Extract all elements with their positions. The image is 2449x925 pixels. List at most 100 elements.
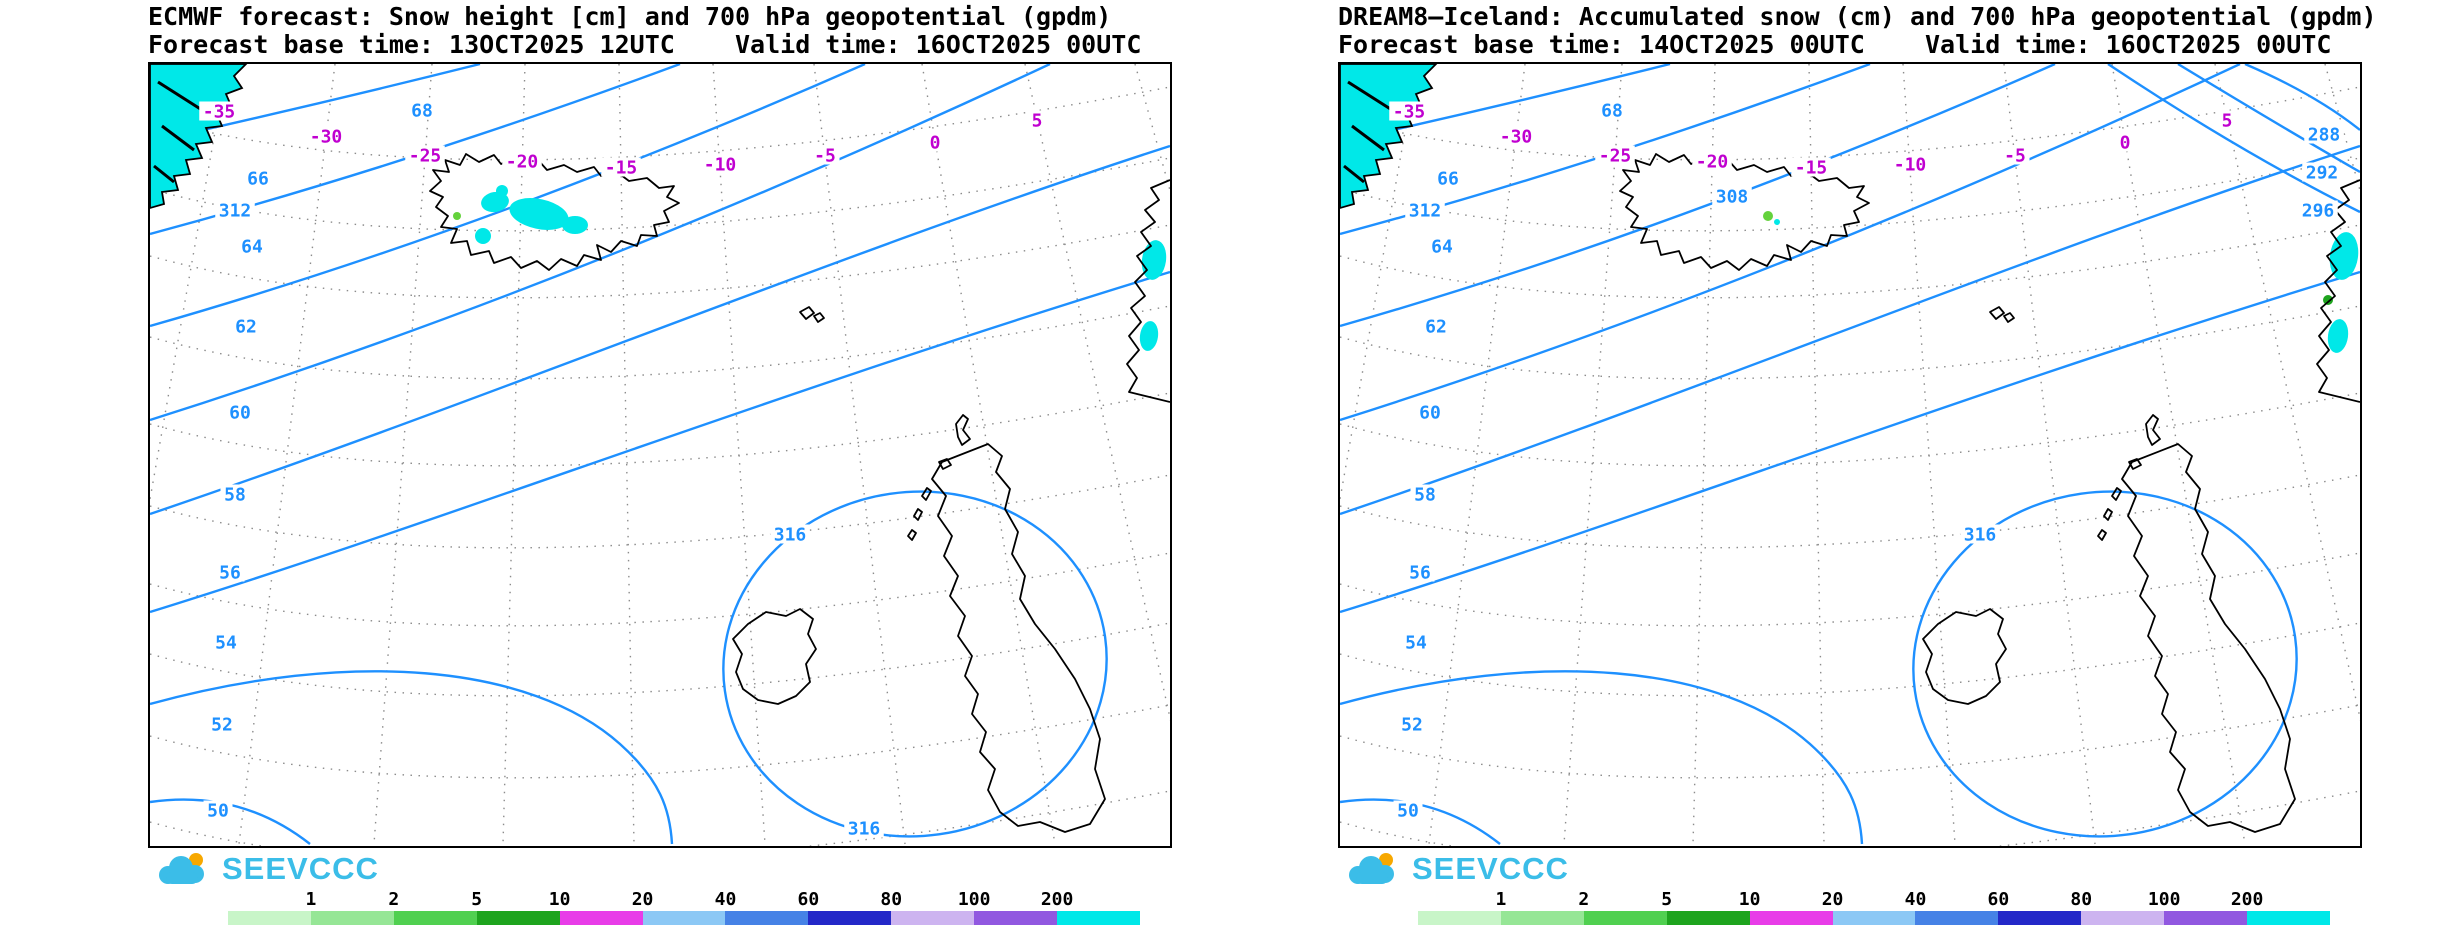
latitude-label: 66 bbox=[1437, 169, 1459, 190]
legend-color-segment bbox=[891, 911, 975, 925]
legend-tick-label: 20 bbox=[1821, 889, 1844, 910]
label-mask bbox=[211, 632, 241, 652]
coastline-greenland bbox=[1340, 64, 1438, 209]
label-mask bbox=[810, 145, 840, 165]
legend-color-segment bbox=[725, 911, 809, 925]
seevccc-logo-text: SEEVCCC bbox=[222, 851, 379, 886]
label-mask bbox=[770, 524, 810, 544]
contour-value-label: 312 bbox=[1409, 201, 1442, 222]
graticule-meridian-line bbox=[1563, 64, 1623, 845]
longitude-label: 5 bbox=[2222, 111, 2233, 132]
forecast-panel-dream8: DREAM8–Iceland: Accumulated snow (cm) an… bbox=[1225, 0, 2449, 925]
graticule-latitude-line bbox=[1340, 157, 2360, 232]
legend-tick-label: 40 bbox=[714, 889, 737, 910]
geopotential-contour bbox=[1340, 670, 1864, 845]
longitude-label: 5 bbox=[1032, 111, 1043, 132]
graticule-meridian-line bbox=[1902, 64, 1956, 845]
coastline bbox=[799, 306, 815, 320]
label-mask bbox=[407, 100, 437, 120]
map-frame: -35 -30 -25 -20 -15 -10 -5 0 5 68 66 64 62 60 58 56 54 52… bbox=[1338, 62, 2362, 848]
graticule-latitude-line bbox=[1340, 392, 2360, 467]
weather-map-canvas: -35 -30 -25 -20 -15 -10 -5 0 5 68 66 64 62 60 58 56 54 52… bbox=[150, 64, 1170, 846]
longitude-label: 0 bbox=[2120, 133, 2131, 154]
legend-color-segment bbox=[1915, 911, 1999, 925]
snow-patch bbox=[2327, 319, 2349, 353]
coastline bbox=[1619, 153, 1870, 271]
legend-tick-label: 5 bbox=[1661, 889, 1673, 910]
longitude-label: -15 bbox=[1795, 158, 1828, 179]
geopotential-contour bbox=[1340, 144, 2360, 516]
contour-value-label: 316 bbox=[848, 819, 881, 840]
label-mask bbox=[306, 126, 346, 146]
greenland-icecap-hatch bbox=[1347, 80, 1393, 112]
label-mask bbox=[700, 154, 740, 174]
snow-patch bbox=[2323, 295, 2333, 305]
legend-color-bar bbox=[1418, 911, 2330, 925]
longitude-label: -35 bbox=[203, 102, 236, 123]
legend-color-segment bbox=[642, 911, 726, 925]
latitude-label: 56 bbox=[1409, 563, 1431, 584]
graticule-meridian-line bbox=[921, 64, 1056, 845]
label-mask bbox=[1597, 100, 1627, 120]
geopotential-contour-closed bbox=[1912, 490, 2298, 838]
legend-color-segment bbox=[2081, 911, 2165, 925]
legend-tick-label: 20 bbox=[631, 889, 654, 910]
coastline bbox=[1922, 608, 2007, 705]
legend-color-segment bbox=[1666, 911, 1750, 925]
graticule-meridian-line bbox=[2003, 64, 2096, 845]
coastline bbox=[2097, 529, 2107, 541]
geopotential-contour bbox=[1340, 64, 2241, 422]
coastline bbox=[913, 508, 923, 521]
longitude-label: -25 bbox=[1599, 146, 1632, 167]
panel-inner: ECMWF forecast: Snow height [cm] and 700… bbox=[148, 0, 1228, 925]
snow-patch bbox=[475, 228, 491, 244]
legend-color-segment bbox=[808, 911, 892, 925]
coastline bbox=[1989, 306, 2005, 320]
greenland-icecap-hatch bbox=[153, 164, 175, 184]
cloud-shape bbox=[159, 856, 204, 884]
graticule-meridian-line bbox=[813, 64, 906, 845]
label-mask bbox=[2304, 124, 2344, 144]
label-mask bbox=[1393, 800, 1423, 820]
graticule-latitude-line bbox=[1340, 790, 2360, 846]
snow-patch bbox=[1141, 240, 1167, 280]
legend-color-segment bbox=[1583, 911, 1667, 925]
label-mask bbox=[207, 714, 237, 734]
graticule-latitude-line bbox=[1340, 86, 2360, 161]
longitude-label: -20 bbox=[506, 152, 539, 173]
contour-value-label: 308 bbox=[1716, 187, 1749, 208]
weather-map-canvas: -35 -30 -25 -20 -15 -10 -5 0 5 68 66 64 62 60 58 56 54 52… bbox=[1340, 64, 2360, 846]
snow-patch bbox=[562, 216, 588, 234]
label-mask bbox=[2000, 145, 2030, 165]
label-mask bbox=[1712, 186, 1752, 206]
label-mask bbox=[2217, 110, 2237, 130]
longitude-label: -35 bbox=[1393, 102, 1426, 123]
label-mask bbox=[1595, 145, 1635, 165]
geopotential-contour bbox=[1340, 270, 2360, 614]
latitude-label: 56 bbox=[219, 563, 241, 584]
graticule-meridian-line bbox=[1428, 64, 1526, 845]
greenland-icecap-hatch bbox=[161, 124, 195, 152]
label-mask bbox=[1397, 714, 1427, 734]
legend-color-segment bbox=[310, 911, 394, 925]
legend-tick-label: 200 bbox=[1040, 889, 1074, 910]
legend-tick-label: 5 bbox=[471, 889, 483, 910]
label-mask bbox=[1389, 101, 1429, 121]
label-mask bbox=[231, 316, 261, 336]
legend-color-segment bbox=[476, 911, 560, 925]
contour-value-label: 316 bbox=[1964, 525, 1997, 546]
geopotential-contour bbox=[1340, 64, 2056, 328]
sun-icon bbox=[189, 853, 203, 867]
label-mask bbox=[203, 800, 233, 820]
latitude-label: 60 bbox=[229, 403, 251, 424]
graticule-latitude-line bbox=[150, 224, 1170, 299]
legend-tick-label: 100 bbox=[957, 889, 991, 910]
legend-tick-label: 80 bbox=[880, 889, 903, 910]
snow-patch bbox=[1763, 211, 1773, 221]
greenland-icecap-hatch bbox=[157, 80, 203, 112]
sun-icon bbox=[1379, 853, 1393, 867]
graticule-meridian-line bbox=[2111, 64, 2246, 845]
legend-color-segment bbox=[2247, 911, 2330, 925]
label-mask bbox=[1692, 151, 1732, 171]
graticule-latitude-line bbox=[1340, 622, 2360, 697]
